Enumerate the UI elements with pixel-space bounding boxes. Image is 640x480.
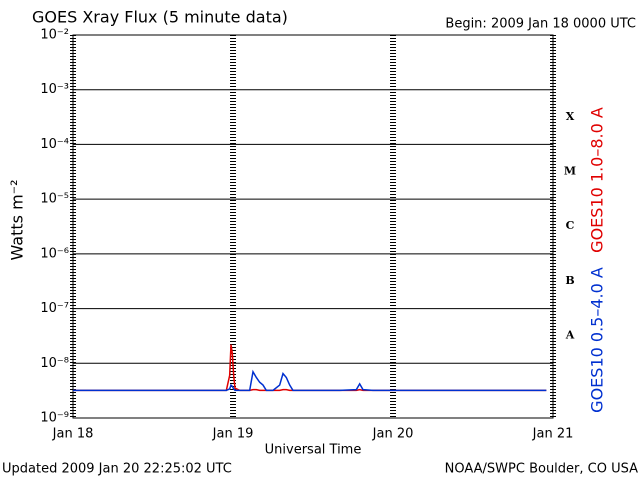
flare-class-label: M — [564, 165, 576, 178]
x-tick-label: Jan 21 — [532, 427, 574, 442]
legend-entry: GOES10 0.5–4.0 A — [588, 267, 607, 413]
flare-class-label: C — [566, 219, 575, 232]
footer-left: Updated 2009 Jan 20 22:25:02 UTC — [2, 462, 232, 477]
footer-right: NOAA/SWPC Boulder, CO USA — [445, 462, 638, 477]
y-tick-label: 10⁻⁵ — [40, 192, 69, 207]
chart-title: GOES Xray Flux (5 minute data) — [32, 8, 288, 27]
x-tick-label: Jan 20 — [372, 427, 414, 442]
legend-entry: GOES10 1.0–8.0 A — [588, 107, 607, 253]
y-tick-label: 10⁻² — [40, 28, 69, 43]
flare-class-label: X — [566, 110, 575, 123]
x-axis-label: Universal Time — [265, 443, 362, 458]
y-tick-label: 10⁻⁹ — [40, 411, 69, 426]
y-tick-label: 10⁻³ — [40, 82, 69, 97]
y-tick-label: 10⁻⁷ — [40, 301, 69, 316]
y-tick-label: 10⁻⁴ — [40, 137, 69, 152]
x-tick-label: Jan 18 — [52, 427, 94, 442]
y-axis-label: Watts m⁻² — [8, 179, 27, 260]
series-line — [73, 369, 547, 392]
flare-class-label: A — [565, 329, 575, 342]
chart-subtitle: Begin: 2009 Jan 18 0000 UTC — [445, 17, 636, 32]
x-tick-label: Jan 19 — [212, 427, 254, 442]
y-tick-label: 10⁻⁶ — [40, 246, 69, 261]
flare-class-label: B — [565, 274, 574, 287]
y-tick-label: 10⁻⁸ — [40, 356, 69, 371]
